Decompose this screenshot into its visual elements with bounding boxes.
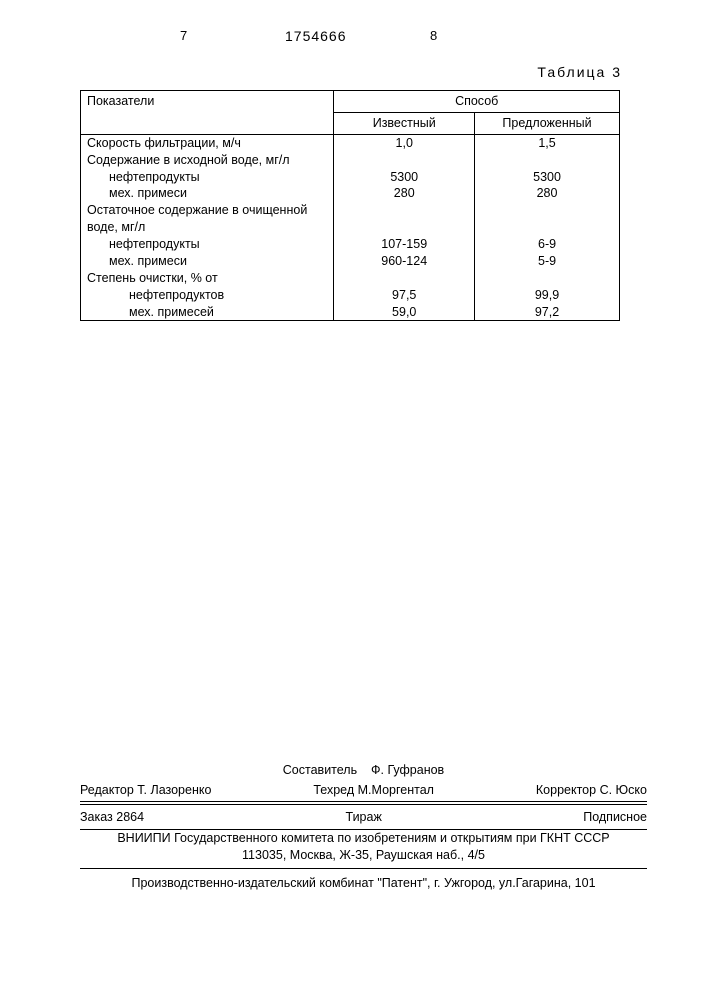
corrector-label: Корректор <box>536 783 596 797</box>
staff-row: Редактор Т. Лазоренко Техред М.Моргентал… <box>80 782 647 803</box>
col-header-method: Способ <box>334 91 620 113</box>
row-label: Степень очистки, % от <box>81 270 334 287</box>
document-number: 1754666 <box>285 28 347 44</box>
techred-label: Техред <box>313 783 354 797</box>
cell-proposed: 5-9 <box>475 253 620 270</box>
cell-known: 280 <box>334 185 475 202</box>
cell-proposed: 99,9 <box>475 287 620 304</box>
order-number: 2864 <box>116 810 144 824</box>
cell-known: 97,5 <box>334 287 475 304</box>
cell-known: 1,0 <box>334 134 475 151</box>
cell-proposed: 97,2 <box>475 304 620 321</box>
credits-block: Составитель Ф. Гуфранов Редактор Т. Лазо… <box>80 762 647 892</box>
techred-name: М.Моргентал <box>358 783 434 797</box>
org-line-1: ВНИИПИ Государственного комитета по изоб… <box>80 830 647 848</box>
row-label: мех. примесей <box>81 304 334 321</box>
printer-line: Производственно-издательский комбинат "П… <box>80 869 647 893</box>
corrector-name: С. Юско <box>600 783 647 797</box>
table-row: нефтепродукты 5300 5300 <box>81 169 620 186</box>
cell-proposed: 1,5 <box>475 134 620 151</box>
podpisnoe-label: Подписное <box>583 809 647 827</box>
cell-known <box>334 270 475 287</box>
table-row: мех. примеси 280 280 <box>81 185 620 202</box>
cell-known: 107-159 <box>334 236 475 253</box>
page-number-left: 7 <box>180 28 187 43</box>
page-number-right: 8 <box>430 28 437 43</box>
table-body: Скорость фильтрации, м/ч 1,0 1,5 Содержа… <box>81 134 620 321</box>
cell-proposed <box>475 152 620 169</box>
table-row: мех. примесей 59,0 97,2 <box>81 304 620 321</box>
results-table: Показатели Способ Известный Предложенный… <box>80 90 620 321</box>
row-label: мех. примеси <box>81 185 334 202</box>
table-caption: Таблица 3 <box>537 64 622 80</box>
compiler-row: Составитель Ф. Гуфранов <box>80 762 647 780</box>
table-row: Степень очистки, % от <box>81 270 620 287</box>
table-row: мех. примеси 960-124 5-9 <box>81 253 620 270</box>
table-row: Скорость фильтрации, м/ч 1,0 1,5 <box>81 134 620 151</box>
cell-known: 59,0 <box>334 304 475 321</box>
cell-proposed <box>475 202 620 236</box>
col-header-indicators: Показатели <box>81 91 334 135</box>
row-label: Содержание в исходной воде, мг/л <box>81 152 334 169</box>
cell-known <box>334 202 475 236</box>
row-label: Остаточное содержание в очищенной воде, … <box>81 202 334 236</box>
cell-proposed: 280 <box>475 185 620 202</box>
cell-proposed: 6-9 <box>475 236 620 253</box>
table-row: Остаточное содержание в очищенной воде, … <box>81 202 620 236</box>
patent-page: 7 1754666 8 Таблица 3 Показатели Способ … <box>0 0 707 1000</box>
col-header-proposed: Предложенный <box>475 112 620 134</box>
compiler-label: Составитель <box>283 763 357 777</box>
row-label: Скорость фильтрации, м/ч <box>81 134 334 151</box>
editor-label: Редактор <box>80 783 134 797</box>
table-row: Содержание в исходной воде, мг/л <box>81 152 620 169</box>
org-line-2: 113035, Москва, Ж-35, Раушская наб., 4/5 <box>80 847 647 865</box>
compiler-name: Ф. Гуфранов <box>371 763 444 777</box>
cell-known: 5300 <box>334 169 475 186</box>
cell-proposed <box>475 270 620 287</box>
row-label: нефтепродуктов <box>81 287 334 304</box>
tirazh-label: Тираж <box>345 809 381 827</box>
row-label: нефтепродукты <box>81 169 334 186</box>
table-row: нефтепродуктов 97,5 99,9 <box>81 287 620 304</box>
row-label: нефтепродукты <box>81 236 334 253</box>
cell-proposed: 5300 <box>475 169 620 186</box>
editor-name: Т. Лазоренко <box>137 783 211 797</box>
org-block: ВНИИПИ Государственного комитета по изоб… <box>80 830 647 869</box>
row-label: мех. примеси <box>81 253 334 270</box>
cell-known: 960-124 <box>334 253 475 270</box>
order-row: Заказ 2864 Тираж Подписное <box>80 807 647 830</box>
col-header-known: Известный <box>334 112 475 134</box>
order-label: Заказ <box>80 810 113 824</box>
table-row: нефтепродукты 107-159 6-9 <box>81 236 620 253</box>
cell-known <box>334 152 475 169</box>
